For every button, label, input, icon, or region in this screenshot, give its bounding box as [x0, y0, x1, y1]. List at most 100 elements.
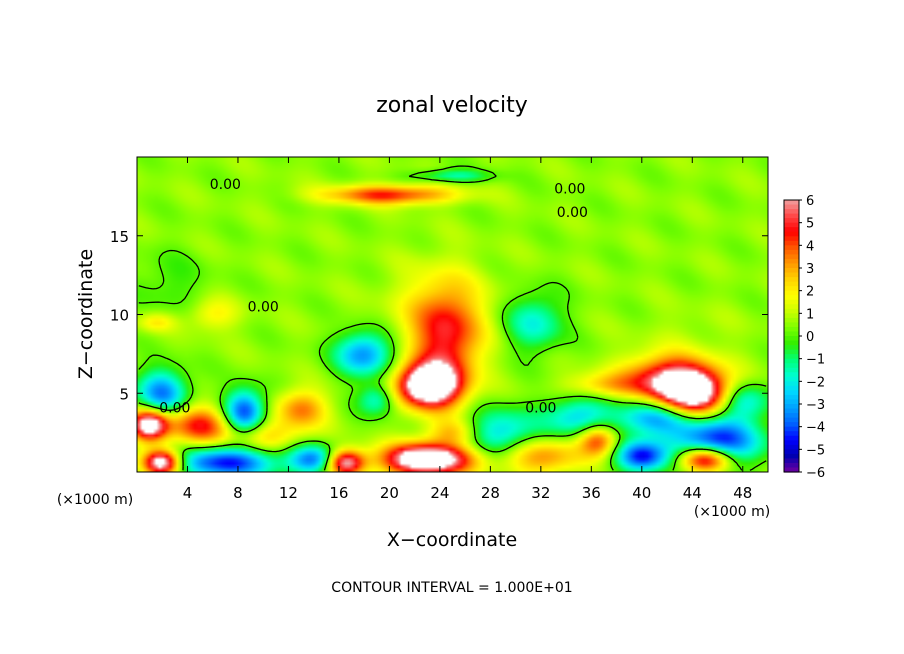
colorbar-swatch [784, 394, 799, 401]
colorbar-swatch [784, 286, 799, 292]
colorbar-tick-label: 4 [806, 239, 814, 254]
colorbar-swatch [784, 340, 799, 346]
colorbar-swatch [784, 390, 799, 396]
colorbar-swatch [784, 218, 799, 224]
colorbar-swatch [784, 345, 799, 351]
zero-contours [138, 165, 767, 471]
colorbar-swatch [784, 449, 799, 455]
colorbar-swatch [784, 200, 799, 206]
colorbar-swatch [784, 268, 799, 274]
colorbar-swatch [784, 354, 799, 360]
y-tick-label: 5 [119, 385, 129, 403]
x-tick-label: 28 [481, 484, 500, 502]
contour-label: 0.00 [159, 400, 190, 416]
colorbar-swatch [784, 462, 799, 469]
colorbar-swatch [784, 458, 799, 464]
colorbar-swatch [784, 331, 799, 337]
colorbar-swatch [784, 431, 799, 437]
colorbar-tick-label: 1 [806, 307, 814, 322]
x-axis-label: X−coordinate [387, 529, 517, 551]
colorbar-tick-label: −4 [806, 421, 825, 436]
zonal-velocity-field [137, 157, 768, 472]
colorbar-swatch [784, 281, 799, 287]
colorbar-swatch [784, 304, 799, 310]
x-tick-label: 40 [632, 484, 651, 502]
colorbar-swatch [784, 336, 799, 342]
contour-label: 0.00 [210, 177, 241, 193]
y-axis-label: Z−coordinate [75, 249, 97, 379]
colorbar-swatch [784, 363, 799, 369]
colorbar-swatch [784, 295, 799, 301]
x-tick-label: 4 [183, 484, 193, 502]
colorbar-tick-label: 5 [806, 217, 814, 232]
colorbar-tick-label: −5 [806, 443, 825, 458]
colorbar-swatch [784, 426, 799, 432]
x-axis-ticks: 4 8 12 16 20 24 28 32 36 40 44 48 [183, 157, 752, 502]
colorbar-swatch [784, 209, 799, 215]
contour-label: 0.00 [248, 300, 279, 316]
colorbar-tick-label: 0 [806, 330, 814, 345]
contour-label: 0.00 [557, 205, 588, 221]
colorbar-swatch [784, 236, 799, 242]
contour-interval-footer: CONTOUR INTERVAL = 1.000E+01 [331, 580, 572, 596]
colorbar-tick-label: 6 [806, 194, 814, 209]
colorbar-swatch [784, 308, 799, 314]
contour-label: 0.00 [525, 400, 556, 416]
colorbar-swatch [784, 245, 799, 251]
colorbar-swatch [784, 222, 799, 228]
y-axis-ticks: 5 10 15 [110, 228, 768, 403]
chart-title: zonal velocity [376, 93, 528, 118]
x-unit-left: (×1000 m) [57, 492, 133, 508]
colorbar-tick-label: 3 [806, 262, 814, 277]
colorbar-swatch [784, 408, 799, 414]
plot-area: 0.00 0.000.000.000.00 0.00 4 8 12 16 20 24 28 32 3… [110, 156, 769, 502]
colorbar-swatch [784, 399, 799, 405]
colorbar-swatch [784, 444, 799, 450]
contour-label: 0.00 [554, 182, 585, 198]
colorbar-swatch [784, 417, 799, 423]
colorbar-swatch [784, 422, 799, 428]
colorbar-swatch [784, 272, 799, 278]
colorbar-swatch [784, 372, 799, 378]
colorbar-swatch [784, 358, 799, 364]
colorbar-tick-label: −6 [806, 466, 825, 481]
colorbar-swatch [784, 249, 799, 255]
colorbar-swatch [784, 254, 799, 260]
colorbar-swatch [784, 290, 799, 296]
colorbar-swatch [784, 299, 799, 305]
colorbar-swatch [784, 213, 799, 219]
colorbar-swatch [784, 240, 799, 246]
colorbar-swatch [784, 277, 799, 283]
colorbar-swatch [784, 376, 799, 382]
y-tick-label: 15 [110, 228, 129, 246]
x-tick-label: 24 [430, 484, 449, 502]
x-tick-label: 20 [380, 484, 399, 502]
colorbar-tick-label: −3 [806, 398, 825, 413]
x-tick-label: 36 [582, 484, 601, 502]
colorbar-swatch [784, 204, 799, 210]
x-tick-label: 44 [683, 484, 702, 502]
colorbar-swatch [784, 467, 799, 473]
colorbar-tick-label: −1 [806, 353, 825, 368]
colorbar-swatch [784, 263, 799, 269]
x-tick-label: 12 [279, 484, 298, 502]
colorbar-swatch [784, 326, 799, 333]
y-tick-label: 10 [110, 307, 129, 325]
colorbar-tick-label: 2 [806, 285, 814, 300]
colorbar-swatch [784, 435, 799, 441]
colorbar-swatch [784, 231, 799, 237]
x-tick-label: 32 [531, 484, 550, 502]
colorbar-swatch [784, 313, 799, 319]
x-tick-label: 48 [733, 484, 752, 502]
colorbar-swatch [784, 440, 799, 446]
colorbar-swatch [784, 317, 799, 323]
colorbar-swatch [784, 227, 799, 233]
colorbar-swatch [784, 404, 799, 410]
x-unit-right: (×1000 m) [694, 504, 770, 520]
x-tick-label: 8 [233, 484, 243, 502]
colorbar-swatch [784, 322, 799, 328]
colorbar-swatch [784, 453, 799, 459]
zero-contour-line [138, 165, 767, 471]
colorbar: 6 5 4 3 2 1 0 −1 −2 −3 −4 −5 −6 [783, 194, 825, 481]
